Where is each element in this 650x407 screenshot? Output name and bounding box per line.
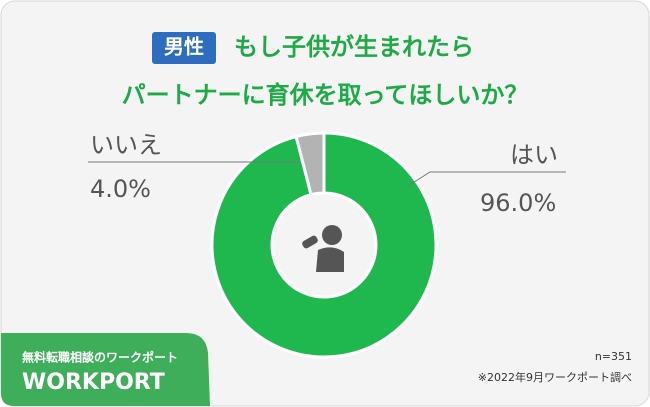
badge-box (152, 32, 216, 64)
sample-note: n=351 (595, 350, 632, 363)
title-line: パートナーに育休を取ってほしいか？ (122, 81, 529, 109)
value-label: 4.0% (90, 175, 151, 203)
center-icon (302, 225, 344, 272)
value-label: 96.0% (480, 189, 556, 217)
source-note: ※2022年9月ワークポート調べ (478, 370, 632, 384)
donut-slice (210, 131, 438, 359)
leader-line (407, 171, 566, 187)
footer-band (1, 333, 210, 406)
category-label: いいえ (90, 131, 162, 159)
donut-slice (294, 131, 326, 197)
category-label: はい (510, 141, 558, 169)
donut (210, 131, 438, 359)
footer-tagline: 無料転職相談のワークポート (22, 350, 178, 365)
title-line: もし子供が生まれたら (234, 33, 474, 61)
footer-brand: WORKPORT (22, 370, 165, 395)
badge: 男性 (164, 35, 204, 59)
